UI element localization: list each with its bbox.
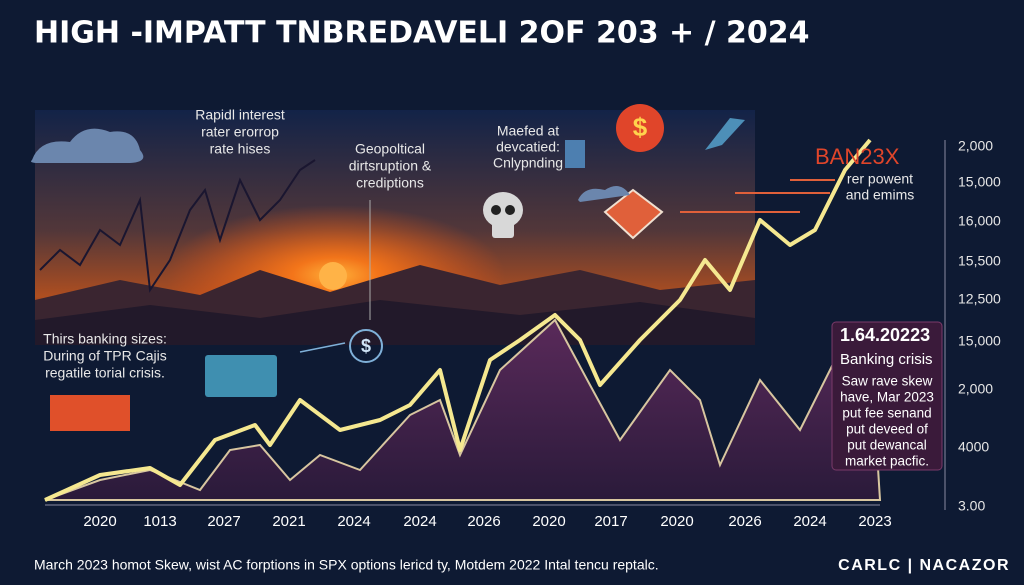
annotation: During of TPR Cajis xyxy=(43,348,166,364)
y-axis-label: 15,000 xyxy=(958,174,1001,190)
annotation: rater erorrop xyxy=(201,124,279,140)
y-axis-label: 2,000 xyxy=(958,138,993,154)
dollar-sign: $ xyxy=(361,336,371,356)
x-axis-label: 2021 xyxy=(272,513,305,530)
y-axis-label: 16,000 xyxy=(958,213,1001,229)
bank-card-icon xyxy=(205,355,277,397)
footer-note: March 2023 homot Skew, wist AC forptions… xyxy=(34,557,659,573)
x-axis-label: 2020 xyxy=(83,513,116,530)
brand: CARLC | NACAZOR xyxy=(838,557,1010,574)
dollar-icon xyxy=(616,104,664,152)
annotation: Maefed at xyxy=(497,123,559,139)
box-text: have, Mar 2023 xyxy=(840,390,934,405)
title: HIGH -IMPATT TNBREDAVELI 2OF 203 + / 202… xyxy=(34,16,810,51)
y-axis-label: 4000 xyxy=(958,439,989,455)
annotation: regatile torial crisis. xyxy=(45,365,165,381)
x-axis-label: 2026 xyxy=(467,513,500,530)
x-axis-label: 2020 xyxy=(532,513,565,530)
box-text: Saw rave skew xyxy=(842,374,933,389)
annotation: dirtsruption & xyxy=(349,158,432,174)
annotation: Rapidl interest xyxy=(195,107,285,123)
annotation: crediptions xyxy=(356,175,424,191)
background-line xyxy=(39,159,316,293)
annotation: Cnlypnding xyxy=(493,155,563,171)
x-axis-label: 2024 xyxy=(337,513,370,530)
skull-eye xyxy=(491,205,501,215)
dollar-ring xyxy=(349,329,383,363)
box-text: put dewancal xyxy=(847,438,927,453)
skull-icon xyxy=(483,192,523,228)
box-heading: Banking crisis xyxy=(840,351,933,368)
connector xyxy=(299,342,346,353)
y-axis-label: 3.00 xyxy=(958,498,985,514)
building-icon xyxy=(565,140,585,168)
annotation: Thirs banking sizes: xyxy=(43,331,167,347)
y-axis-label: 12,500 xyxy=(958,291,1001,307)
cloud-icon-small xyxy=(578,186,630,202)
diamond-icon xyxy=(603,188,664,240)
yellow-line xyxy=(44,138,872,502)
box-date: 1.64.20223 xyxy=(840,325,930,345)
sun xyxy=(319,262,347,290)
falling-icon xyxy=(705,118,745,150)
y-axis-label: 15,000 xyxy=(958,333,1001,349)
skull-eye xyxy=(505,205,515,215)
annotation: devcatied: xyxy=(496,139,560,155)
banking-box xyxy=(831,321,943,471)
x-axis-label: 2024 xyxy=(403,513,436,530)
annotation: Geopoltical xyxy=(355,141,425,157)
annotation: and emims xyxy=(846,187,914,203)
x-axis-label: 2027 xyxy=(207,513,240,530)
x-axis-label: 2023 xyxy=(858,513,891,530)
x-axis-label: 2026 xyxy=(728,513,761,530)
purple-area-line xyxy=(44,318,882,501)
x-axis-label: 1013 xyxy=(143,513,176,530)
box-text: market pacfic. xyxy=(845,454,929,469)
skull-jaw xyxy=(492,222,514,238)
annotation: rer powent xyxy=(847,171,913,187)
box-text: put fee senand xyxy=(842,406,931,421)
annotation: rate hises xyxy=(210,141,271,157)
y-axis-label: 2,000 xyxy=(958,381,993,397)
bank-icon xyxy=(50,395,130,431)
box-text: put deveed of xyxy=(846,422,928,437)
y-axis-label: 15,500 xyxy=(958,253,1001,269)
ban-label: BAN23X xyxy=(815,144,900,169)
dollar-sign: $ xyxy=(633,112,648,142)
x-axis-label: 2017 xyxy=(594,513,627,530)
x-axis-label: 2020 xyxy=(660,513,693,530)
x-axis-label: 2024 xyxy=(793,513,826,530)
cloud-icon xyxy=(31,128,144,163)
